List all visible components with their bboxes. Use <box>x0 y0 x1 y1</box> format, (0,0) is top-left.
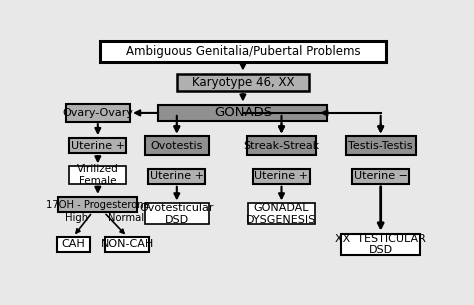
FancyBboxPatch shape <box>346 136 416 155</box>
FancyBboxPatch shape <box>246 136 316 155</box>
Text: Streak-Streak: Streak-Streak <box>243 141 319 151</box>
FancyBboxPatch shape <box>341 234 420 255</box>
FancyBboxPatch shape <box>58 197 137 212</box>
Text: Ovotestis: Ovotestis <box>151 141 203 151</box>
FancyBboxPatch shape <box>158 105 328 121</box>
Text: Ambiguous Genitalia/Pubertal Problems: Ambiguous Genitalia/Pubertal Problems <box>126 45 360 58</box>
Text: Uterine −: Uterine − <box>354 171 408 181</box>
Text: High: High <box>65 213 89 223</box>
FancyBboxPatch shape <box>69 166 126 184</box>
FancyBboxPatch shape <box>145 203 209 224</box>
Text: Ovotesticular
DSD: Ovotesticular DSD <box>139 203 214 225</box>
Text: Normal: Normal <box>108 213 144 223</box>
Text: Uterine +: Uterine + <box>71 141 125 151</box>
FancyBboxPatch shape <box>66 104 130 122</box>
Text: NON-CAH: NON-CAH <box>100 239 154 249</box>
Text: CAH: CAH <box>61 239 85 249</box>
FancyBboxPatch shape <box>100 41 386 63</box>
FancyBboxPatch shape <box>352 169 409 184</box>
Text: Testis-Testis: Testis-Testis <box>348 141 413 151</box>
Text: XX  TESTICULAR
DSD: XX TESTICULAR DSD <box>335 234 426 255</box>
Text: Ovary-Ovary: Ovary-Ovary <box>62 108 133 118</box>
FancyBboxPatch shape <box>69 138 126 153</box>
FancyBboxPatch shape <box>253 169 310 184</box>
Text: 17OH - Progesterone: 17OH - Progesterone <box>46 199 150 210</box>
Text: Uterine +: Uterine + <box>255 171 309 181</box>
FancyBboxPatch shape <box>57 237 90 252</box>
FancyBboxPatch shape <box>105 237 149 252</box>
FancyBboxPatch shape <box>247 203 316 224</box>
FancyBboxPatch shape <box>177 74 309 91</box>
FancyBboxPatch shape <box>148 169 205 184</box>
Text: Uterine +: Uterine + <box>150 171 204 181</box>
Text: GONADAL
DYSGENESIS: GONADAL DYSGENESIS <box>246 203 317 225</box>
Text: Karyotype 46, XX: Karyotype 46, XX <box>191 76 294 89</box>
Text: Virilized
Female: Virilized Female <box>77 164 118 186</box>
FancyBboxPatch shape <box>145 136 209 155</box>
Text: GONADS: GONADS <box>214 106 272 120</box>
